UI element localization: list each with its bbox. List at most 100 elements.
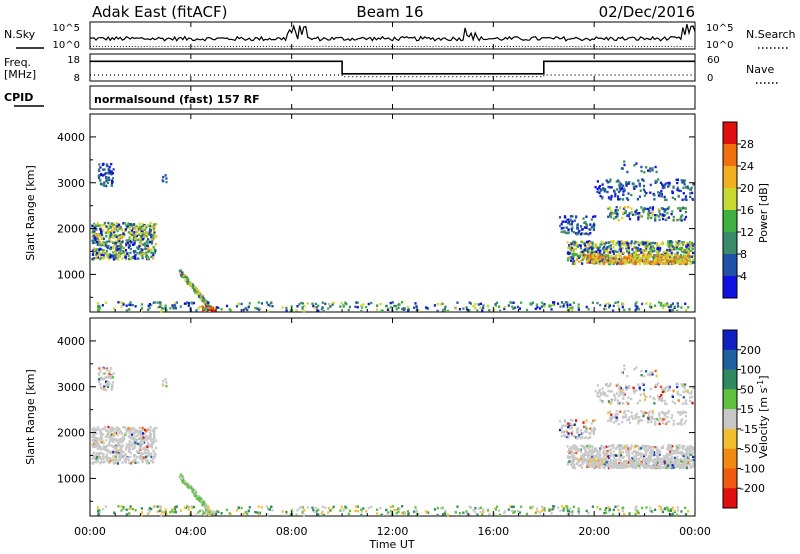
vel-point xyxy=(415,512,418,516)
power-point xyxy=(659,213,662,216)
vel-point xyxy=(150,507,153,511)
power-point xyxy=(615,212,618,215)
vel-point xyxy=(611,454,615,457)
vel-point xyxy=(628,465,631,468)
power-point xyxy=(95,233,98,236)
vel-point xyxy=(107,425,110,429)
power-point xyxy=(675,260,679,263)
power-point xyxy=(301,302,305,305)
power-point xyxy=(155,222,158,226)
power-point xyxy=(619,182,622,186)
power-point xyxy=(563,230,566,233)
power-point xyxy=(148,224,152,228)
power-point xyxy=(112,229,115,232)
vel-point xyxy=(651,373,654,376)
power-point xyxy=(687,243,690,246)
power-point xyxy=(684,309,688,312)
vel-point xyxy=(165,512,168,516)
power-point xyxy=(129,232,132,235)
power-point xyxy=(128,242,131,245)
power-point xyxy=(658,208,661,211)
power-point xyxy=(689,192,692,195)
power-point xyxy=(613,211,617,214)
power-point xyxy=(626,170,629,174)
power-point xyxy=(671,241,674,244)
vel-point xyxy=(619,459,622,462)
power-point xyxy=(503,307,506,311)
power-point xyxy=(658,256,661,259)
power-point xyxy=(616,301,620,304)
vel-point xyxy=(482,508,485,511)
power-point xyxy=(113,230,116,234)
velocity-colorbar-label-text: Velocity [m s xyxy=(757,387,770,458)
vel-point xyxy=(578,433,581,437)
power-point xyxy=(687,187,690,190)
power-point xyxy=(667,181,670,185)
vel-point xyxy=(109,439,112,442)
vel-point xyxy=(342,508,345,511)
power-point xyxy=(657,259,660,262)
power-point xyxy=(507,304,510,307)
vel-point xyxy=(661,510,664,514)
vel-point xyxy=(586,465,589,468)
vel-point xyxy=(101,455,104,458)
vel-point xyxy=(628,511,631,515)
power-point xyxy=(673,305,676,309)
power-point xyxy=(654,179,657,183)
power-point xyxy=(135,225,138,228)
vel-point xyxy=(670,455,673,459)
power-point xyxy=(683,254,687,257)
vel-point xyxy=(577,458,580,461)
vel-point xyxy=(585,427,588,430)
vel-point xyxy=(117,505,120,508)
vel-point xyxy=(148,445,151,448)
power-point xyxy=(569,259,573,262)
power-point xyxy=(131,243,135,246)
vel-point xyxy=(193,490,196,493)
vel-point xyxy=(688,451,691,455)
vel-point xyxy=(488,512,491,516)
power-point xyxy=(391,301,394,304)
vel-point xyxy=(642,466,645,469)
power-point xyxy=(322,309,325,313)
vel-point xyxy=(591,461,594,464)
power-point xyxy=(663,186,666,189)
vel-point xyxy=(672,466,675,469)
vel-point xyxy=(676,446,679,449)
vel-point xyxy=(571,513,574,516)
power-point xyxy=(682,179,685,182)
colorbar-tick-label: 12 xyxy=(740,226,754,239)
power-point xyxy=(454,307,457,310)
vel-point xyxy=(617,383,620,386)
power-point xyxy=(209,308,212,312)
vel-point xyxy=(566,505,569,508)
y-tick-label: 4000 xyxy=(57,335,85,348)
vel-point xyxy=(684,414,687,418)
vel-point xyxy=(591,453,594,457)
vel-point xyxy=(680,510,683,513)
power-point xyxy=(632,253,636,256)
power-point xyxy=(662,304,665,307)
power-point xyxy=(97,304,100,308)
power-point xyxy=(655,170,658,174)
power-point xyxy=(158,305,161,309)
power-point xyxy=(596,187,599,191)
vel-point xyxy=(130,427,133,430)
vel-point xyxy=(108,369,111,373)
power-point xyxy=(131,303,134,307)
vel-point xyxy=(115,450,118,454)
vel-point xyxy=(96,426,99,429)
vel-point xyxy=(91,461,94,465)
vel-point xyxy=(654,423,657,426)
vel-point xyxy=(640,374,643,377)
vel-point xyxy=(191,490,194,494)
power-point xyxy=(597,247,600,250)
power-point xyxy=(654,304,657,307)
vel-point xyxy=(327,507,331,510)
power-point xyxy=(629,254,632,257)
power-point xyxy=(665,218,668,221)
vel-point xyxy=(563,419,566,422)
power-point xyxy=(690,255,693,258)
vel-point xyxy=(631,415,634,418)
vel-point xyxy=(247,509,250,512)
